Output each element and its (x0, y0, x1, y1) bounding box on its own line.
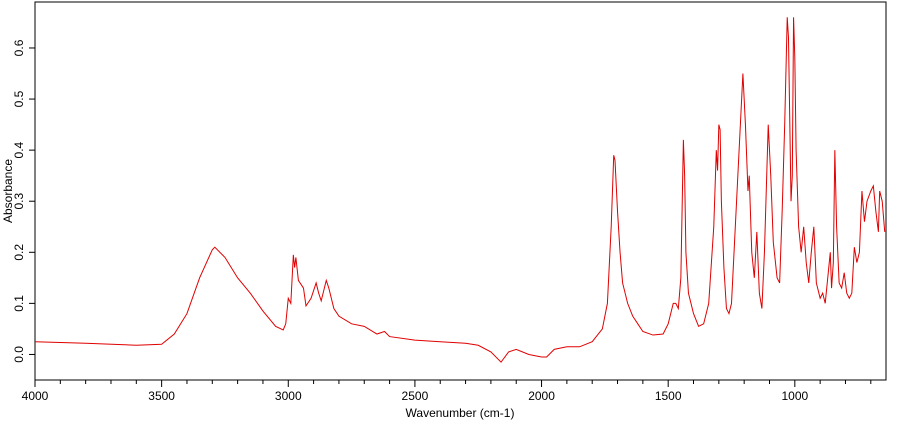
x-tick-label: 3500 (148, 389, 175, 403)
y-tick-label: 0.2 (12, 244, 26, 261)
y-tick-label: 0.3 (12, 193, 26, 210)
x-tick-label: 1500 (655, 389, 682, 403)
plot-frame (34, 1, 887, 381)
x-tick-label: 1000 (781, 389, 808, 403)
x-axis-label: Wavenumber (cm-1) (406, 406, 515, 420)
y-tick-label: 0.4 (12, 141, 26, 158)
x-tick-label: 2000 (528, 389, 555, 403)
x-tick-label: 4000 (22, 389, 49, 403)
spectrum-line (35, 17, 886, 363)
y-axis-label: Absorbance (1, 159, 15, 223)
y-tick-label: 0.0 (12, 346, 26, 363)
y-tick-label: 0.5 (12, 90, 26, 107)
x-tick-label: 3000 (275, 389, 302, 403)
y-tick-label: 0.1 (12, 295, 26, 312)
x-tick-label: 2500 (402, 389, 429, 403)
y-tick-label: 0.6 (12, 39, 26, 56)
